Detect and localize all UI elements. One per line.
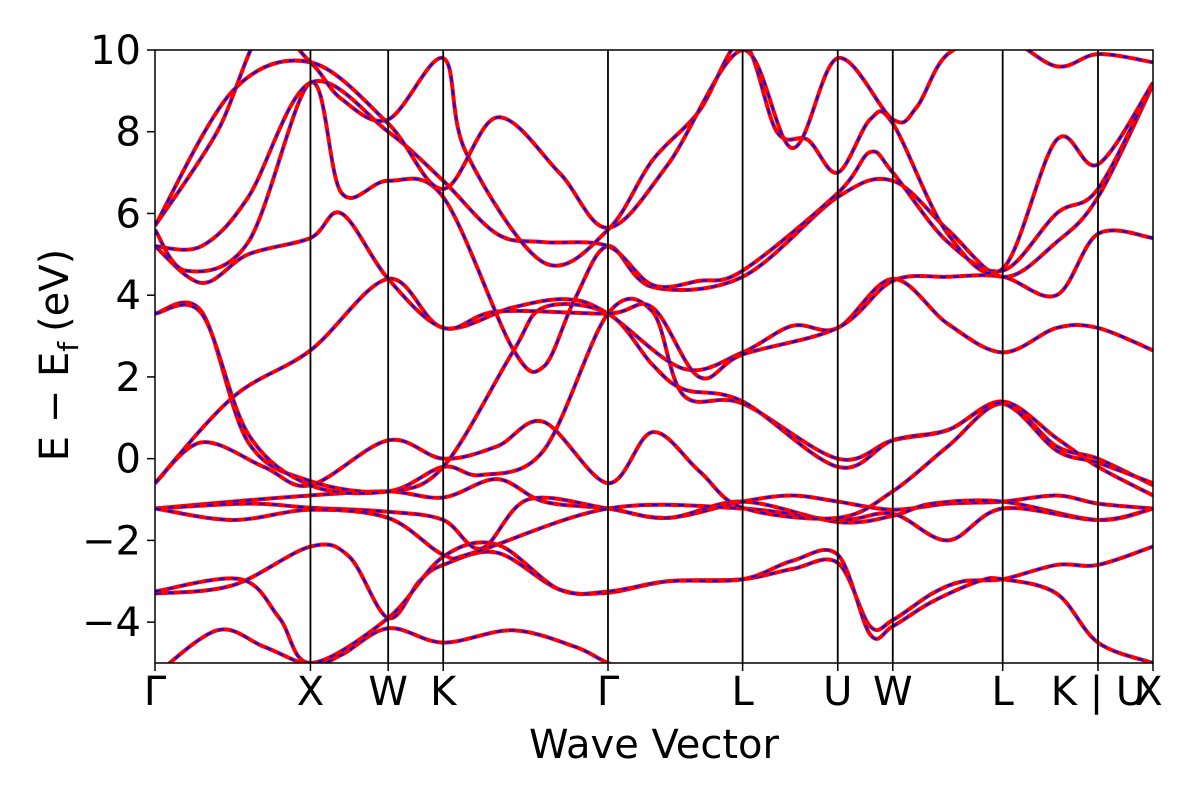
y-tick-label-4: 4 bbox=[116, 273, 141, 319]
y-tick-label-1: −2 bbox=[82, 518, 141, 564]
y-axis-title: E − Ef (eV) bbox=[32, 249, 85, 462]
y-tick-label-6: 8 bbox=[116, 110, 141, 156]
y-tick-label-0: −4 bbox=[82, 600, 141, 646]
y-axis: −4 −2 0 2 4 6 8 10 bbox=[82, 28, 155, 646]
x-tick-label-2: W bbox=[368, 669, 408, 715]
y-tick-label-7: 10 bbox=[90, 28, 141, 74]
y-tick-label-5: 6 bbox=[116, 191, 141, 237]
x-tick-label-1: X bbox=[297, 669, 324, 715]
x-tick-label-3: K bbox=[430, 669, 458, 715]
y-axis-title-unit: (eV) bbox=[32, 249, 78, 332]
x-axis-title: Wave Vector bbox=[529, 722, 780, 768]
x-tick-label-6: U bbox=[823, 669, 852, 715]
y-axis-title-subscript: f bbox=[52, 341, 85, 352]
x-tick-label-4: Γ bbox=[597, 669, 620, 715]
y-tick-label-2: 0 bbox=[116, 437, 141, 483]
y-axis-title-base: E − E bbox=[32, 352, 78, 462]
x-tick-label-8: L bbox=[992, 669, 1015, 715]
x-tick-label-7: W bbox=[873, 669, 913, 715]
y-tick-label-3: 2 bbox=[116, 355, 141, 401]
x-tick-label-9: K | U bbox=[1051, 669, 1145, 715]
x-tick-label-0: Γ bbox=[144, 669, 167, 715]
x-tick-label-10: X bbox=[1135, 669, 1162, 715]
x-tick-label-5: L bbox=[731, 669, 754, 715]
